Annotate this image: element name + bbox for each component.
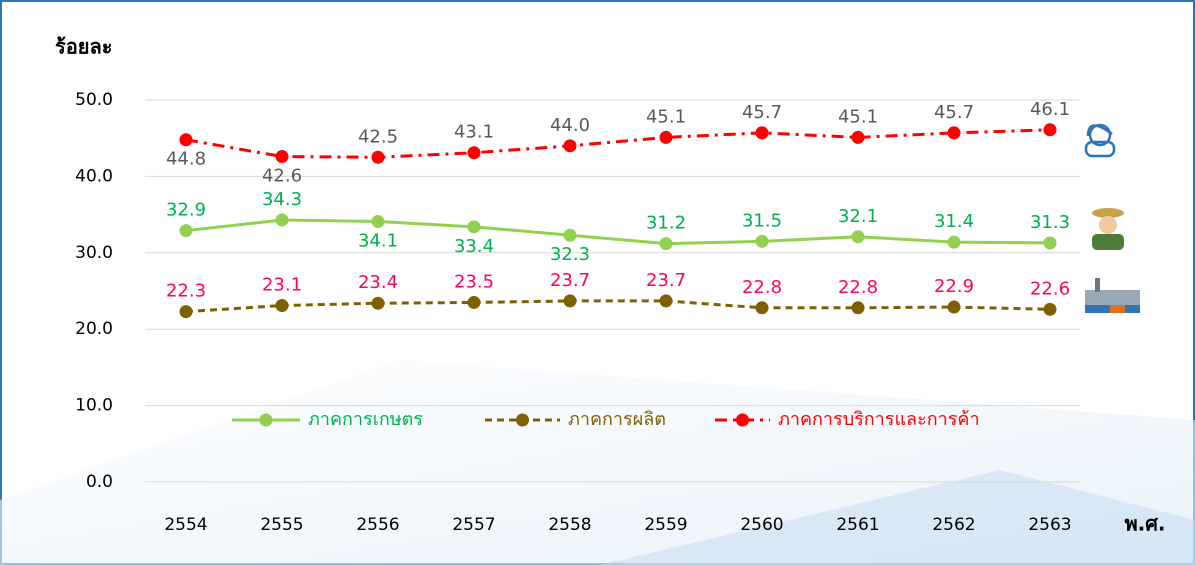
x-tick-label: 2560 <box>740 515 783 535</box>
data-point <box>660 237 673 250</box>
y-axis-label: ร้อยละ <box>55 35 112 59</box>
data-label: 34.1 <box>358 230 398 251</box>
data-label: 45.1 <box>838 106 878 127</box>
data-point <box>1044 236 1057 249</box>
data-point <box>852 230 865 243</box>
data-point <box>852 301 865 314</box>
legend-label: ภาคการเกษตร <box>308 409 423 430</box>
x-tick-label: 2557 <box>452 515 495 535</box>
data-point <box>468 146 481 159</box>
data-label: 31.4 <box>934 211 974 232</box>
data-label: 43.1 <box>454 122 494 143</box>
data-label: 32.9 <box>166 200 206 221</box>
data-point <box>756 126 769 139</box>
data-label: 31.2 <box>646 213 686 234</box>
x-tick-label: 2558 <box>548 515 591 535</box>
data-label: 45.7 <box>742 102 782 123</box>
data-point <box>756 235 769 248</box>
x-tick-label: 2554 <box>164 515 207 535</box>
legend-marker <box>736 414 749 427</box>
x-tick-label: 2555 <box>260 515 303 535</box>
data-point <box>372 215 385 228</box>
y-tick-label: 50.0 <box>75 90 113 110</box>
data-point <box>564 294 577 307</box>
data-point <box>564 139 577 152</box>
x-axis-label: พ.ศ. <box>1124 512 1165 536</box>
data-label: 23.1 <box>262 275 302 296</box>
data-label: 23.7 <box>646 270 686 291</box>
data-point <box>180 133 193 146</box>
y-tick-label: 0.0 <box>86 472 113 492</box>
data-point <box>564 229 577 242</box>
legend-label: ภาคการบริการและการค้า <box>778 409 980 430</box>
data-label: 42.5 <box>358 126 398 147</box>
data-point <box>948 126 961 139</box>
chart: ร้อยละ พ.ศ. 0.0 10.0 20.0 30.0 40.0 50.0 2554 2… <box>0 0 1195 565</box>
legend-marker <box>516 414 529 427</box>
data-point <box>180 305 193 318</box>
data-point <box>180 224 193 237</box>
data-point <box>1044 303 1057 316</box>
data-label: 32.3 <box>550 244 590 265</box>
data-point <box>660 294 673 307</box>
data-label: 23.5 <box>454 271 494 292</box>
data-label: 45.1 <box>646 106 686 127</box>
data-label: 31.5 <box>742 210 782 231</box>
x-tick-label: 2561 <box>836 515 879 535</box>
x-tick-label: 2559 <box>644 515 687 535</box>
data-point <box>372 151 385 164</box>
data-point <box>948 236 961 249</box>
data-point <box>948 301 961 314</box>
legend-marker <box>260 414 273 427</box>
x-tick-label: 2563 <box>1028 515 1071 535</box>
data-label: 22.9 <box>934 276 974 297</box>
data-point <box>468 296 481 309</box>
data-label: 23.7 <box>550 270 590 291</box>
y-tick-label: 10.0 <box>75 396 113 416</box>
data-label: 44.8 <box>166 149 206 170</box>
data-label: 34.3 <box>262 189 302 210</box>
data-label: 32.1 <box>838 206 878 227</box>
data-point <box>852 131 865 144</box>
data-label: 45.7 <box>934 102 974 123</box>
data-label: 31.3 <box>1030 212 1070 233</box>
data-label: 22.8 <box>838 277 878 298</box>
data-point <box>276 299 289 312</box>
y-tick-label: 40.0 <box>75 166 113 186</box>
legend-label: ภาคการผลิต <box>568 409 666 430</box>
data-label: 44.0 <box>550 115 590 136</box>
data-label: 42.6 <box>262 166 302 187</box>
data-point <box>372 297 385 310</box>
y-tick-label: 20.0 <box>75 319 113 339</box>
data-label: 46.1 <box>1030 99 1070 120</box>
data-label: 33.4 <box>454 236 494 257</box>
data-label: 23.4 <box>358 272 398 293</box>
data-label: 22.3 <box>166 281 206 302</box>
data-point <box>660 131 673 144</box>
x-tick-label: 2556 <box>356 515 399 535</box>
data-label: 22.8 <box>742 277 782 298</box>
data-point <box>756 301 769 314</box>
data-point <box>468 220 481 233</box>
data-point <box>276 150 289 163</box>
data-point <box>276 213 289 226</box>
x-tick-label: 2562 <box>932 515 975 535</box>
data-point <box>1044 123 1057 136</box>
data-label: 22.6 <box>1030 278 1070 299</box>
y-tick-label: 30.0 <box>75 243 113 263</box>
